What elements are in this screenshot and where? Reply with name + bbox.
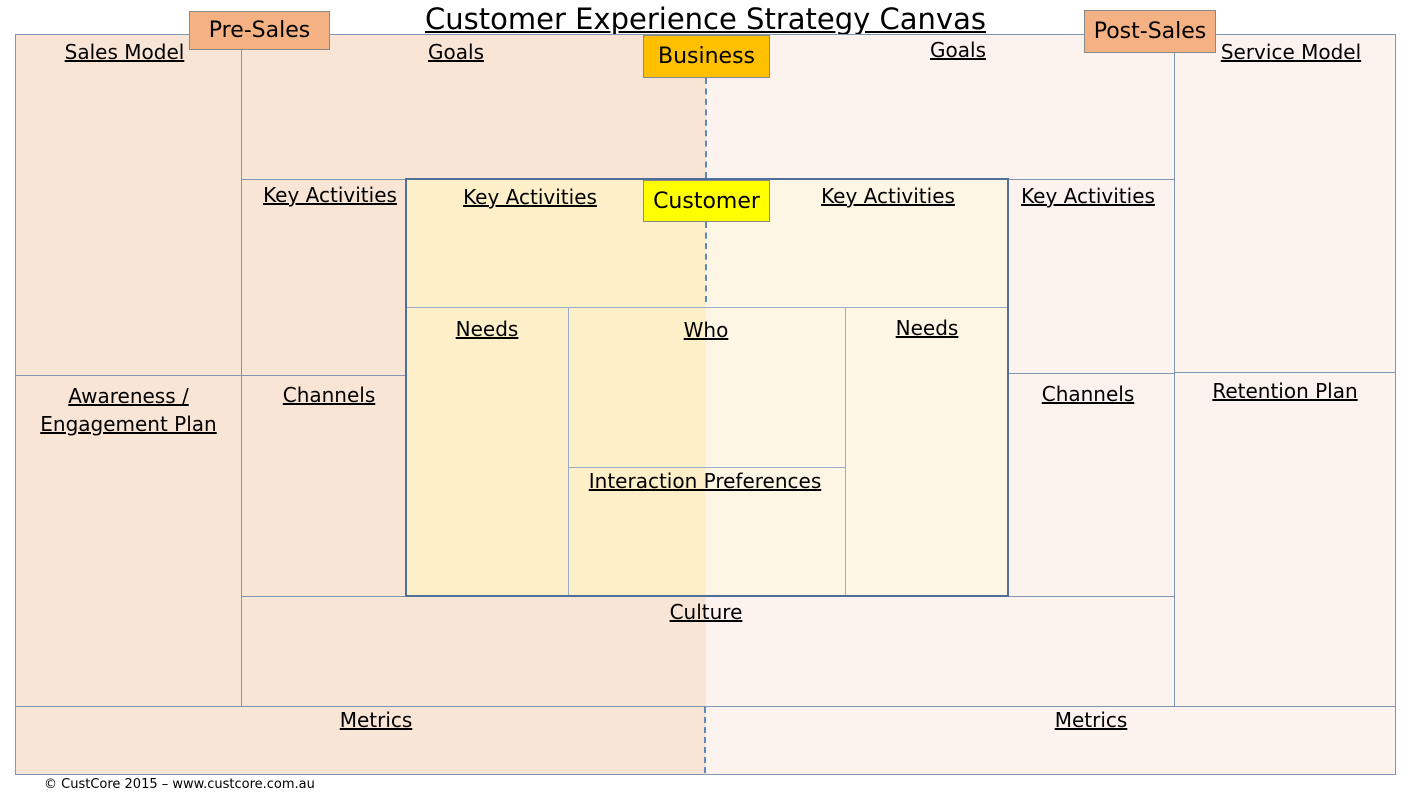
canvas-title-text: Customer Experience Strategy Canvas — [425, 2, 986, 36]
customer-key-activities-right-label: Key Activities — [821, 184, 955, 208]
customer-box-right-fill — [706, 180, 1007, 595]
sales-model-cell — [15, 34, 242, 376]
customer-tag: Customer — [643, 180, 770, 222]
customer-box-left-fill — [407, 180, 706, 595]
customer-key-activities-left-label: Key Activities — [463, 185, 597, 209]
pre-sales-tag: Pre-Sales — [189, 11, 330, 50]
sales-model-label: Sales Model — [64, 40, 185, 64]
right-outer-key-activities-label: Key Activities — [1021, 184, 1155, 208]
metrics-cell — [15, 706, 1396, 775]
right-goals-label: Goals — [930, 38, 986, 62]
canvas-title: Customer Experience Strategy Canvas — [0, 0, 1411, 38]
who-label: Who — [683, 318, 729, 342]
customer-box-frame — [405, 178, 1009, 597]
retention-plan-cell — [1174, 372, 1396, 707]
left-goals-label: Goals — [428, 40, 484, 64]
right-metrics-label: Metrics — [1054, 708, 1128, 732]
copyright-footer: © CustCore 2015 – www.custcore.com.au — [44, 777, 315, 792]
center-divider-top — [705, 78, 707, 178]
needs-left-label: Needs — [455, 317, 519, 341]
retention-plan-label: Retention Plan — [1212, 379, 1358, 403]
service-model-label: Service Model — [1220, 40, 1362, 64]
culture-label: Culture — [669, 600, 743, 624]
center-divider-customer — [705, 222, 707, 302]
post-sales-tag: Post-Sales — [1084, 10, 1216, 53]
customer-divider — [406, 307, 1008, 308]
business-tag: Business — [643, 35, 770, 78]
center-divider-metrics — [704, 707, 706, 773]
awareness-label-line1: Awareness / — [68, 384, 189, 408]
needs-right-label: Needs — [895, 316, 959, 340]
awareness-label-line2: Engagement Plan — [40, 412, 217, 436]
left-outer-key-activities-label: Key Activities — [263, 183, 397, 207]
right-channels-label: Channels — [1041, 382, 1135, 406]
interaction-preferences-label: Interaction Preferences — [588, 469, 822, 493]
service-model-cell — [1174, 34, 1396, 373]
left-channels-label: Channels — [282, 383, 376, 407]
left-metrics-label: Metrics — [339, 708, 413, 732]
